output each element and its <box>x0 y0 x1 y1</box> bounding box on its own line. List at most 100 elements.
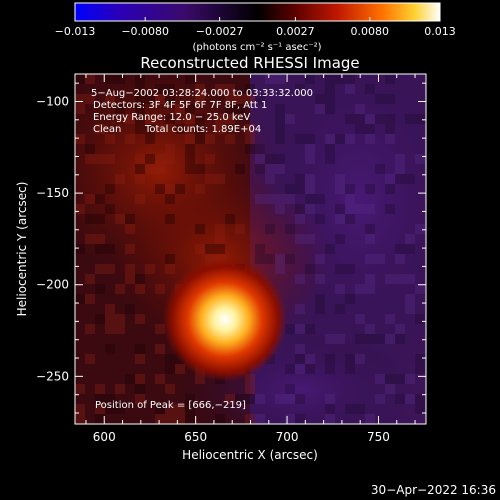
mottle-cell <box>155 84 165 94</box>
mottle-cell <box>285 324 295 334</box>
mottle-cell <box>325 244 335 254</box>
mottle-cell <box>395 394 405 404</box>
mottle-cell <box>335 184 345 194</box>
mottle-cell <box>125 244 135 254</box>
mottle-cell <box>195 184 205 194</box>
mottle-cell <box>195 94 205 104</box>
mottle-cell <box>165 144 175 154</box>
mottle-cell <box>85 94 95 104</box>
mottle-cell <box>395 324 405 334</box>
mottle-cell <box>325 154 335 164</box>
mottle-cell <box>85 274 95 284</box>
mottle-cell <box>295 364 305 374</box>
mottle-cell <box>245 414 255 424</box>
mottle-cell <box>135 124 145 134</box>
mottle-cell <box>405 114 415 124</box>
annotation-method: Clean <box>93 124 121 135</box>
mottle-cell <box>195 124 205 134</box>
mottle-cell <box>345 114 355 124</box>
mottle-cell <box>135 174 145 184</box>
x-tick-label: 700 <box>276 430 299 444</box>
mottle-cell <box>115 314 125 324</box>
mottle-cell <box>365 134 375 144</box>
mottle-cell <box>365 234 375 244</box>
mottle-cell <box>405 394 415 404</box>
mottle-cell <box>415 114 425 124</box>
mottle-cell <box>335 134 345 144</box>
mottle-cell <box>95 414 105 424</box>
mottle-cell <box>365 324 375 334</box>
mottle-cell <box>385 274 395 284</box>
mottle-cell <box>355 404 365 414</box>
mottle-cell <box>105 134 115 144</box>
mottle-cell <box>305 154 315 164</box>
mottle-cell <box>345 194 355 204</box>
mottle-cell <box>205 174 215 184</box>
mottle-cell <box>95 234 105 244</box>
mottle-cell <box>405 244 415 254</box>
annotation-peak: Position of Peak = [666,−219] <box>95 400 246 411</box>
mottle-cell <box>125 114 135 124</box>
mottle-cell <box>135 84 145 94</box>
mottle-cell <box>405 274 415 284</box>
mottle-cell <box>95 314 105 324</box>
mottle-cell <box>305 264 315 274</box>
mottle-cell <box>365 114 375 124</box>
mottle-cell <box>295 354 305 364</box>
mottle-cell <box>305 234 315 244</box>
mottle-cell <box>235 104 245 114</box>
mottle-cell <box>385 74 395 84</box>
mottle-cell <box>315 194 325 204</box>
mottle-cell <box>325 94 335 104</box>
mottle-cell <box>185 414 195 424</box>
mottle-cell <box>335 214 345 224</box>
mottle-cell <box>375 114 385 124</box>
mottle-cell <box>125 264 135 274</box>
mottle-cell <box>195 224 205 234</box>
mottle-cell <box>135 154 145 164</box>
colorbar-tick-label: 0.0080 <box>351 25 390 38</box>
mottle-cell <box>295 134 305 144</box>
mottle-cell <box>295 274 305 284</box>
mottle-cell <box>335 334 345 344</box>
mottle-cell <box>165 264 175 274</box>
mottle-cell <box>115 74 125 84</box>
mottle-cell <box>225 214 235 224</box>
mottle-cell <box>365 224 375 234</box>
mottle-cell <box>145 264 155 274</box>
mottle-cell <box>275 254 285 264</box>
mottle-cell <box>385 374 395 384</box>
chart-title: Reconstructed RHESSI Image <box>140 54 359 72</box>
mottle-cell <box>235 394 245 404</box>
mottle-cell <box>285 364 295 374</box>
mottle-cell <box>405 304 415 314</box>
mottle-cell <box>315 214 325 224</box>
mottle-cell <box>165 354 175 364</box>
mottle-cell <box>135 114 145 124</box>
mottle-cell <box>145 154 155 164</box>
mottle-cell <box>115 284 125 294</box>
mottle-cell <box>125 374 135 384</box>
y-tick-label: −150 <box>36 186 69 200</box>
mottle-cell <box>275 114 285 124</box>
mottle-cell <box>75 134 85 144</box>
mottle-cell <box>95 394 105 404</box>
mottle-cell <box>165 114 175 124</box>
mottle-cell <box>155 344 165 354</box>
mottle-cell <box>335 304 345 314</box>
mottle-cell <box>325 334 335 344</box>
mottle-cell <box>115 384 125 394</box>
mottle-cell <box>245 134 255 144</box>
flare-peak-source <box>162 257 287 382</box>
mottle-cell <box>105 184 115 194</box>
mottle-cell <box>135 284 145 294</box>
mottle-cell <box>105 314 115 324</box>
mottle-cell <box>95 384 105 394</box>
mottle-cell <box>385 174 395 184</box>
mottle-cell <box>115 404 125 414</box>
mottle-cell <box>165 184 175 194</box>
mottle-cell <box>85 194 95 204</box>
mottle-cell <box>335 264 345 274</box>
x-tick-label: 750 <box>367 430 390 444</box>
mottle-cell <box>215 124 225 134</box>
